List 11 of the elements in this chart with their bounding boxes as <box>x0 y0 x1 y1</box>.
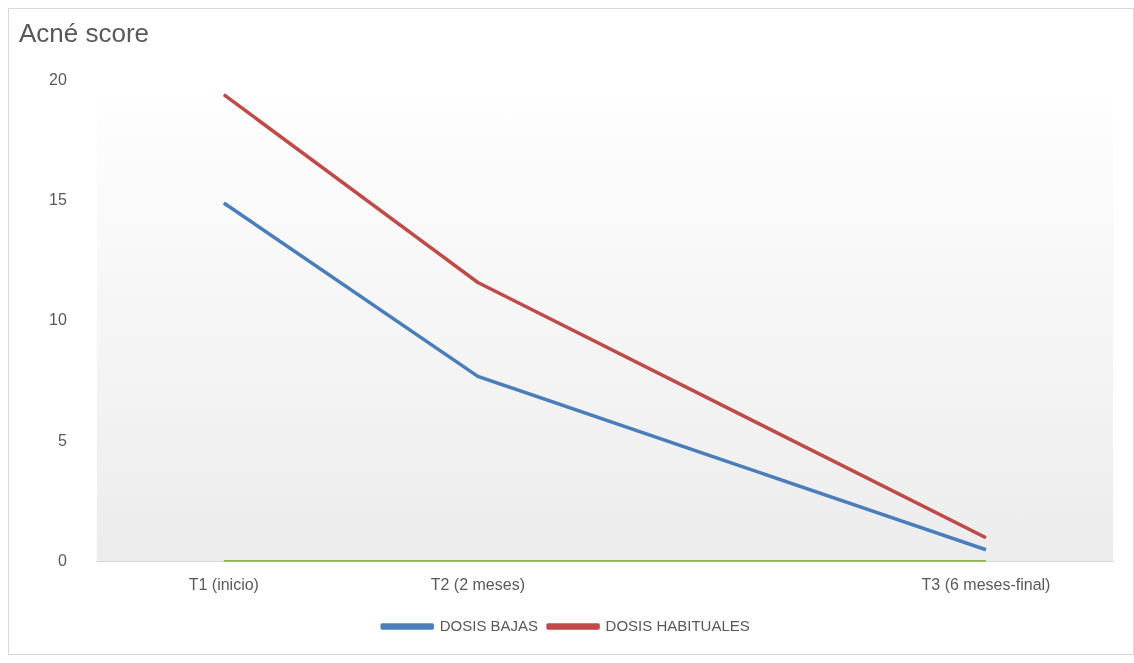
y-tick-label: 5 <box>57 431 67 449</box>
y-tick-label: 15 <box>49 191 67 209</box>
legend-label: DOSIS BAJAS <box>439 616 539 634</box>
y-tick-label: 0 <box>57 552 67 570</box>
x-tick-label: T1 (inicio) <box>188 575 259 593</box>
y-tick-label: 20 <box>49 70 67 88</box>
chart-title: Acné score <box>19 17 150 48</box>
x-tick-label: T2 (2 meses) <box>430 575 525 593</box>
x-tick-label: T3 (6 meses-final) <box>921 575 1051 593</box>
legend-label: DOSIS HABITUALES <box>605 616 750 634</box>
y-tick-label: 10 <box>49 311 67 329</box>
